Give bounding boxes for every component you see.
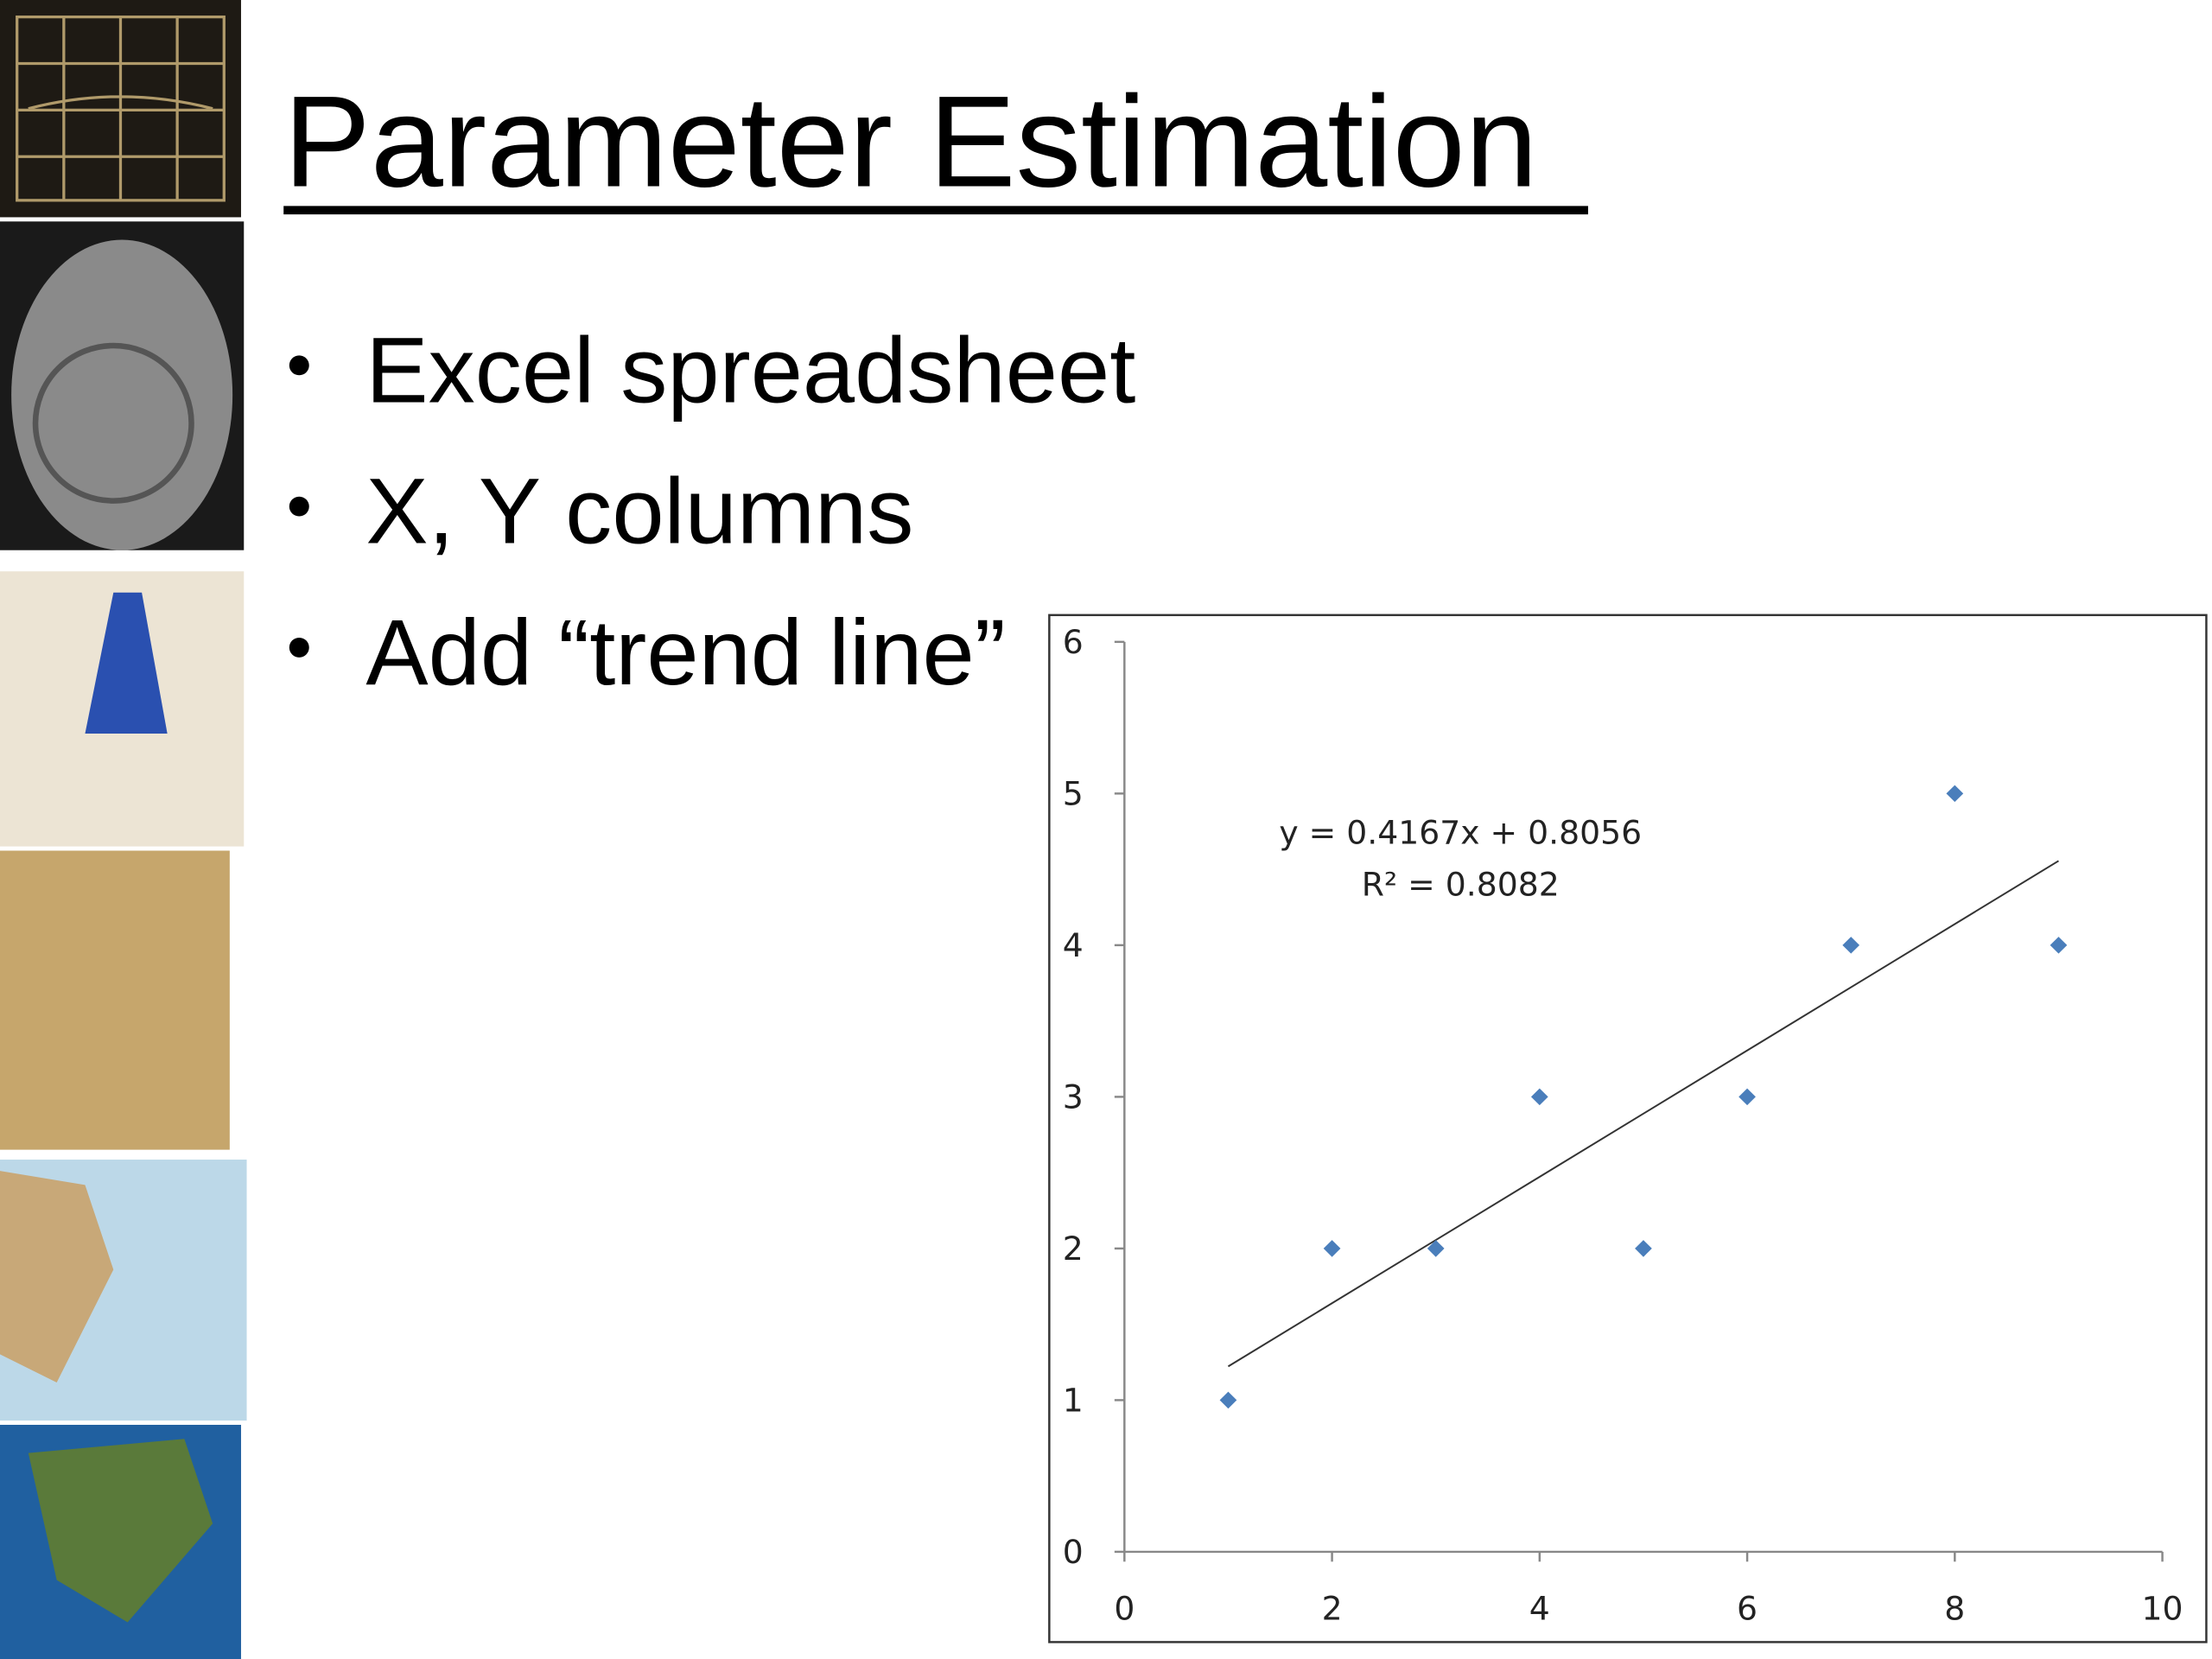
- thumbnail-detail: [32, 342, 194, 504]
- bullet-text: X, Y columns: [365, 459, 913, 563]
- slide-title: Parameter Estimation: [283, 69, 1537, 214]
- thumbnail-detail: [28, 1439, 213, 1623]
- y-tick-label: 4: [1063, 926, 1084, 964]
- x-tick-label: 2: [1322, 1589, 1343, 1627]
- point: [1946, 785, 1964, 803]
- y-tick-label: 5: [1063, 775, 1084, 813]
- thumbnail: [0, 850, 230, 1150]
- bullet-text: Excel spreadsheet: [365, 318, 1135, 423]
- chart-frame: [1048, 613, 2208, 1643]
- y-tick-label: 0: [1063, 1533, 1084, 1571]
- point: [1323, 1240, 1341, 1257]
- y-tick-label: 1: [1063, 1382, 1084, 1420]
- bullet-list: Excel spreadsheet X, Y columns Add “trend …: [289, 318, 1135, 704]
- bullet-dot: [289, 496, 309, 517]
- trend-annotation: y = 0.4167x + 0.8056: [1279, 813, 1642, 851]
- x-tick-label: 8: [1944, 1589, 1965, 1627]
- bullet-dot: [289, 355, 309, 376]
- y-tick-label: 2: [1063, 1230, 1084, 1268]
- point: [2050, 937, 2068, 954]
- bullet-text: Add “trend line”: [365, 600, 1005, 704]
- y-tick-label: 3: [1063, 1078, 1084, 1116]
- point: [1427, 1240, 1445, 1257]
- thumbnail-detail: [0, 1171, 114, 1382]
- thumbnail-strip: [0, 0, 247, 1659]
- thumbnail-detail: [85, 592, 168, 734]
- point: [1635, 1240, 1652, 1257]
- thumbnail-tablet: [11, 239, 233, 550]
- trend-annotation: R² = 0.8082: [1362, 866, 1560, 904]
- x-tick-label: 6: [1737, 1589, 1758, 1627]
- bullet-dot: [289, 637, 309, 658]
- thumbnail-grid: [16, 15, 226, 202]
- trend-line: [1227, 860, 2059, 1368]
- point: [1842, 937, 1860, 954]
- y-tick-label: 6: [1063, 623, 1084, 661]
- chart: 0 1 2 3 4 5 6 0 2 4 6 8 10 y = 0.4167x + 0.8056 R² = 0…: [1063, 623, 2183, 1627]
- x-tick-label: 4: [1529, 1589, 1550, 1627]
- x-tick-label: 0: [1114, 1589, 1135, 1627]
- x-tick-label: 10: [2142, 1589, 2183, 1627]
- point: [1219, 1391, 1237, 1409]
